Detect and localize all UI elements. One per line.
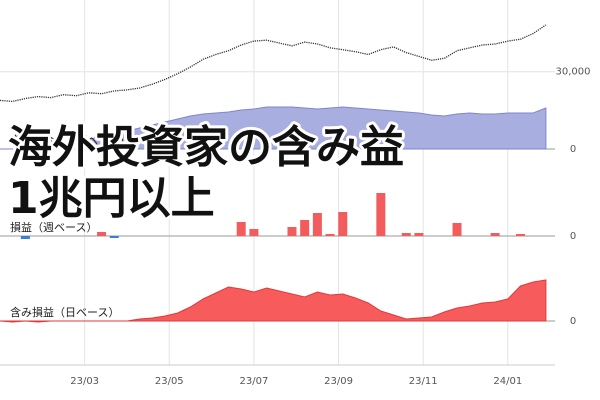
bar <box>20 236 30 239</box>
bar <box>490 233 500 236</box>
bar <box>312 213 322 236</box>
y-tick-label: 0 <box>570 316 576 327</box>
area <box>0 106 547 150</box>
bar <box>515 234 525 236</box>
bar <box>97 232 107 236</box>
x-tick-label: 23/03 <box>70 376 99 387</box>
bar <box>401 233 411 236</box>
y-tick-label: 0 <box>570 231 576 242</box>
x-tick-label: 23/07 <box>239 376 268 387</box>
x-tick-label: 23/09 <box>324 376 353 387</box>
bar <box>249 229 259 236</box>
price-line <box>0 24 547 103</box>
plot-area: 23/03 23/05 23/07 23/09 23/11 24/01 30,000 0 売買代… <box>0 0 591 387</box>
bar <box>414 233 424 236</box>
bar <box>376 193 386 236</box>
bar <box>287 227 297 236</box>
headline-line1: 海外投資家の含み益 <box>8 122 404 173</box>
x-tick-label: 23/11 <box>409 376 438 387</box>
bar <box>452 223 462 236</box>
headline-line2: 1兆円以上 <box>8 173 215 224</box>
y-tick-label: 30,000 <box>556 67 591 78</box>
bar <box>338 212 348 236</box>
bar <box>300 220 310 236</box>
x-tick-label: 24/01 <box>493 376 522 387</box>
bar <box>236 222 246 236</box>
x-tick-label: 23/05 <box>155 376 184 387</box>
area <box>0 279 547 323</box>
panel-title: 含み損益（日ベース） <box>10 305 119 319</box>
panel-title: 損益（週ベース） <box>10 220 97 234</box>
y-tick-label: 0 <box>570 144 576 155</box>
bar <box>325 234 335 236</box>
panel-title: 売買代金（累積ベース） <box>10 133 130 147</box>
bar <box>109 236 119 238</box>
